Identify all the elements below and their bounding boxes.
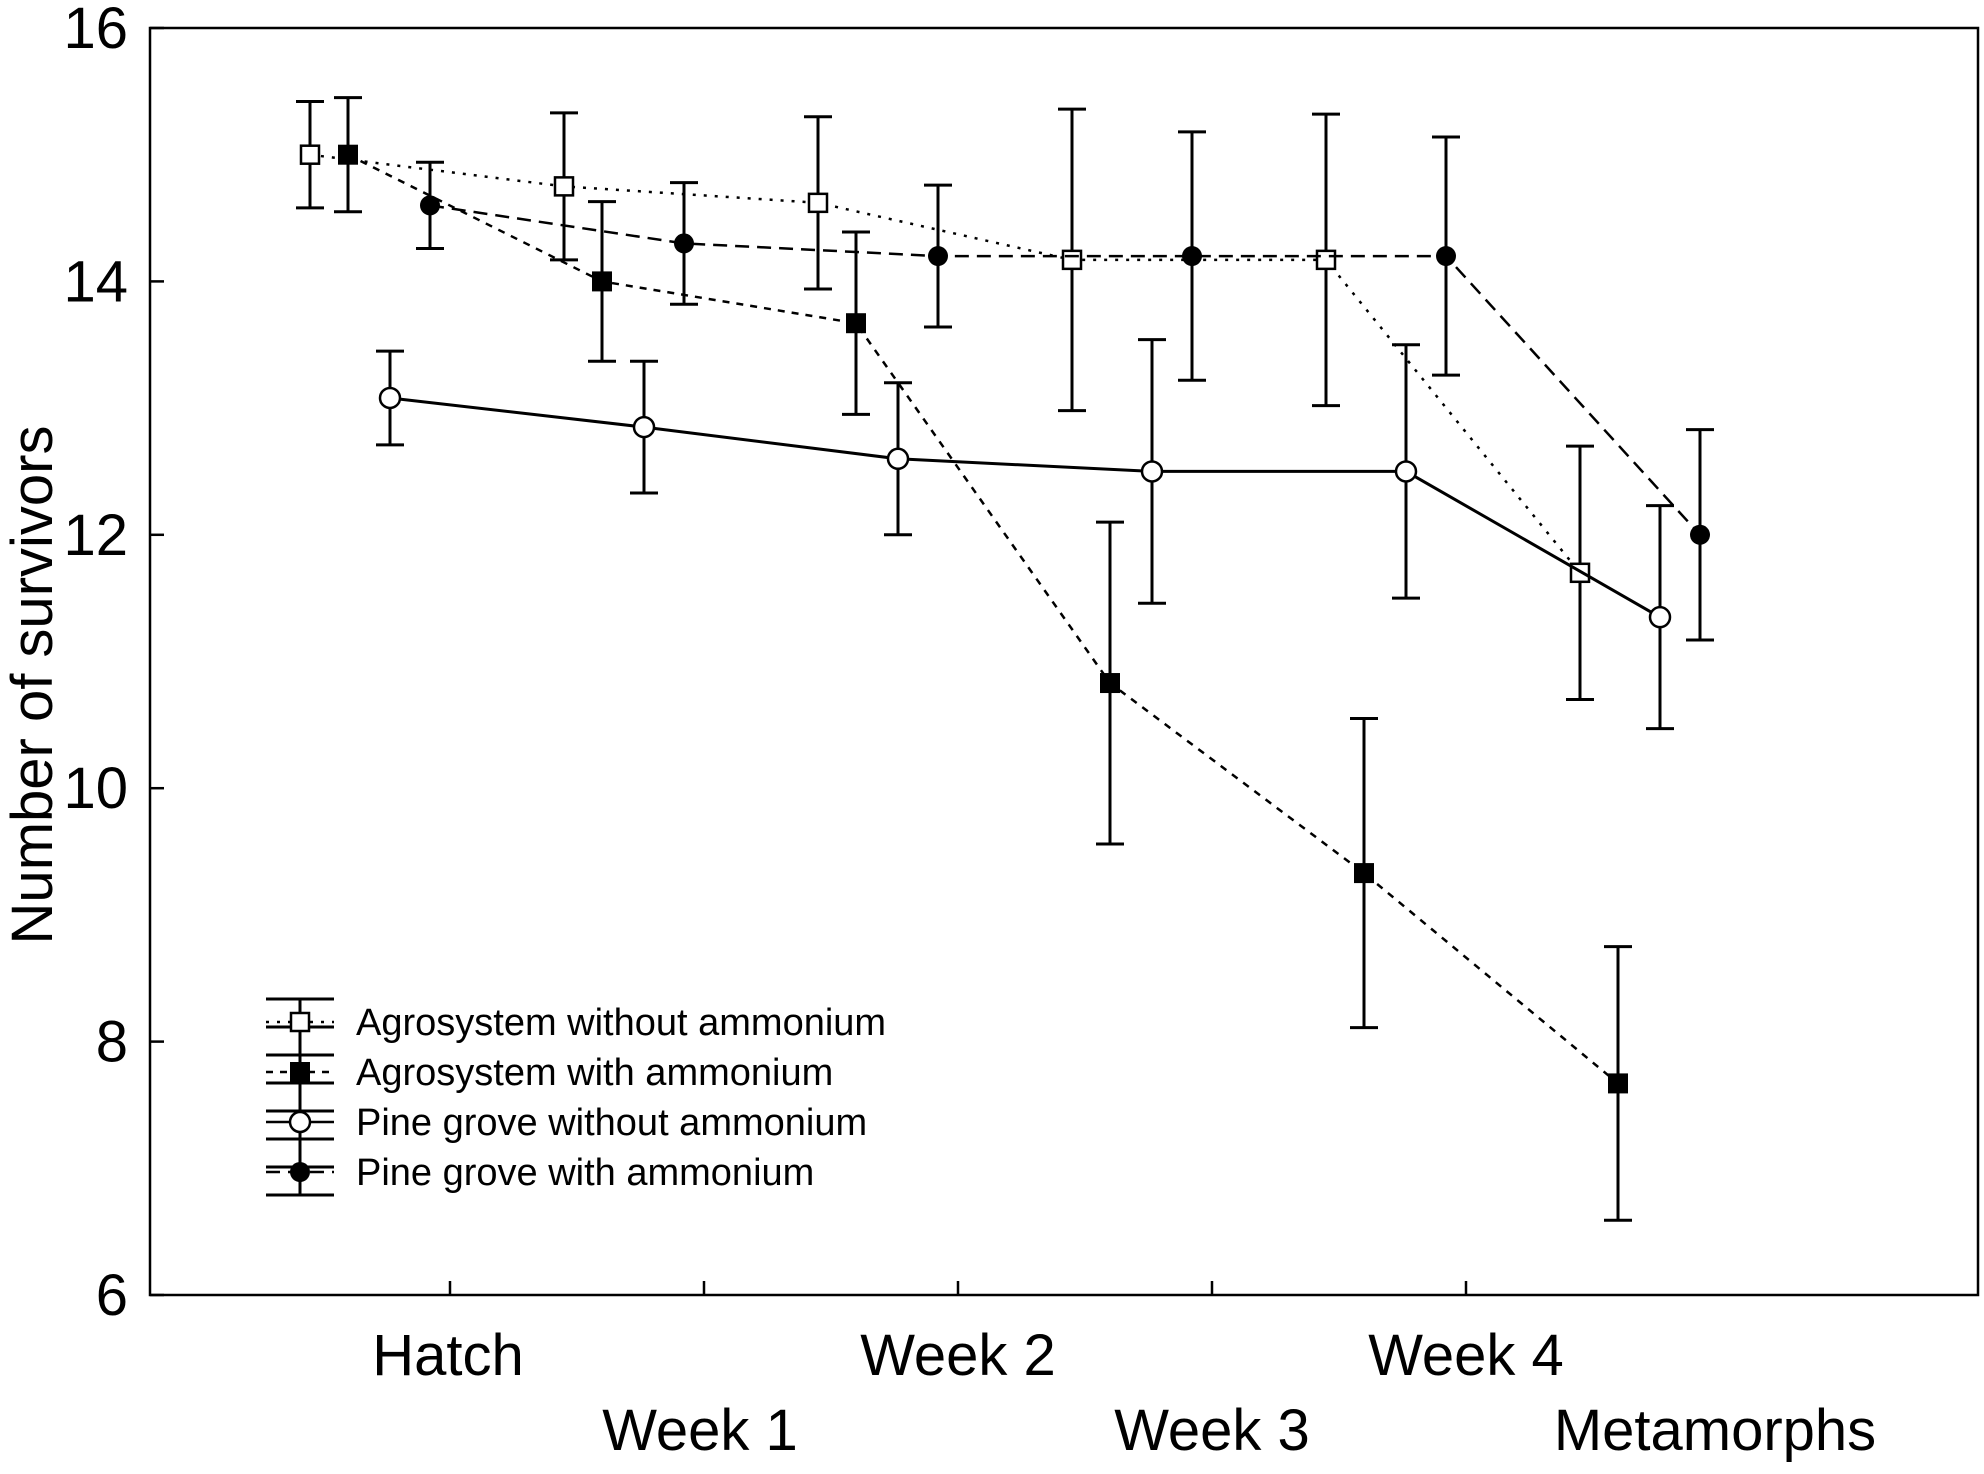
legend-marker — [290, 1062, 310, 1082]
y-tick-label: 8 — [96, 1010, 128, 1075]
y-axis: 6 8 10 12 14 16 — [63, 0, 164, 1328]
y-tick-label: 12 — [63, 503, 128, 568]
data-point — [807, 192, 829, 214]
data-point — [1354, 863, 1374, 884]
y-tick-label: 6 — [96, 1263, 128, 1328]
x-tick-label: Hatch — [372, 1323, 524, 1388]
data-point — [1061, 249, 1083, 271]
legend-marker — [290, 1162, 310, 1182]
y-tick-label: 10 — [63, 756, 128, 821]
data-point — [1140, 460, 1164, 483]
data-point — [553, 176, 575, 197]
data-point — [1608, 1073, 1628, 1094]
data-point — [632, 415, 656, 439]
series-line — [347, 153, 1619, 1085]
series-agrosystem-without-ammonium — [296, 99, 1594, 702]
legend-label: Pine grove without ammonium — [356, 1102, 867, 1144]
data-point — [1315, 249, 1337, 271]
data-point — [592, 271, 612, 292]
data-point — [1100, 673, 1120, 694]
legend-label: Pine grove with ammonium — [356, 1152, 814, 1194]
data-point — [299, 144, 321, 165]
data-point — [846, 313, 866, 334]
x-axis: Hatch Week 1 Week 2 Week 3 Week 4 Metamorphs — [372, 1281, 1876, 1463]
data-point — [1648, 605, 1672, 629]
legend: Agrosystem without ammonium Agrosystem wi… — [266, 997, 886, 1197]
x-tick-label: Week 3 — [1114, 1398, 1310, 1463]
y-axis-title: Number of survivors — [0, 426, 65, 945]
series-pine-grove-without-ammonium — [376, 338, 1674, 731]
legend-marker — [288, 1110, 312, 1134]
series-line — [389, 396, 1661, 619]
data-point — [928, 246, 948, 267]
legend-marker — [289, 1011, 311, 1033]
x-tick-label: Week 1 — [602, 1398, 798, 1463]
data-point — [1394, 460, 1418, 483]
series-line — [429, 204, 1701, 536]
data-point — [1182, 246, 1202, 267]
legend-label: Agrosystem with ammonium — [356, 1052, 833, 1094]
legend-label: Agrosystem without ammonium — [356, 1002, 886, 1044]
data-point — [674, 233, 694, 254]
x-tick-label: Metamorphs — [1554, 1398, 1876, 1463]
data-point — [338, 144, 358, 165]
series-agrosystem-with-ammonium — [334, 96, 1632, 1222]
x-tick-label: Week 2 — [860, 1323, 1056, 1388]
series-layer — [296, 96, 1714, 1222]
y-tick-label: 16 — [63, 0, 128, 61]
series-pine-grove-with-ammonium — [416, 130, 1714, 642]
series-line — [309, 153, 1581, 574]
data-point — [420, 195, 440, 216]
y-tick-label: 14 — [63, 249, 128, 314]
plot-border — [148, 26, 1980, 1297]
data-point — [378, 386, 402, 410]
data-point — [1436, 246, 1456, 267]
plot-frame — [148, 26, 1980, 1297]
data-point — [1690, 524, 1710, 545]
data-point — [886, 447, 910, 471]
x-tick-label: Week 4 — [1368, 1323, 1564, 1388]
